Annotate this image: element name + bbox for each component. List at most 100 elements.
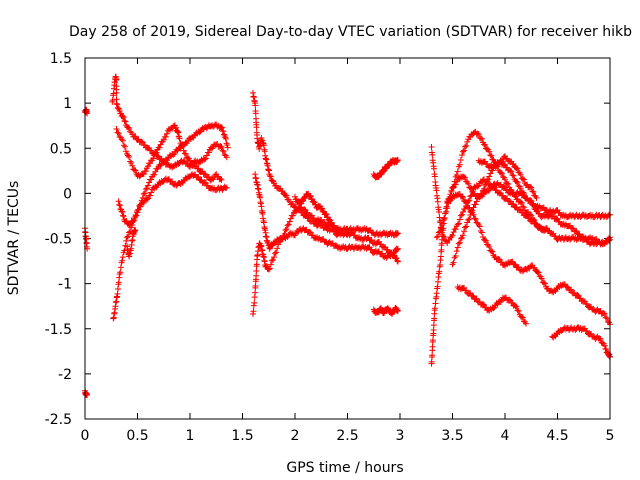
- data-point: [508, 187, 515, 194]
- data-point: [523, 320, 529, 327]
- data-point: [145, 182, 151, 189]
- data-point: [450, 259, 457, 266]
- x-axis-label: GPS time / hours: [286, 460, 403, 476]
- data-point: [150, 155, 157, 162]
- series-arc-22: [449, 159, 613, 268]
- data-point: [444, 240, 451, 247]
- data-point: [478, 229, 485, 236]
- data-point: [462, 143, 469, 150]
- data-point: [454, 244, 461, 251]
- data-point: [169, 178, 176, 185]
- data-point: [464, 138, 471, 145]
- data-point: [553, 331, 560, 338]
- data-point: [326, 216, 333, 223]
- x-tick-label: 0.5: [126, 428, 148, 444]
- data-point: [511, 261, 518, 268]
- data-point: [272, 250, 279, 257]
- data-point: [282, 227, 289, 234]
- data-point: [530, 202, 537, 209]
- data-point: [460, 194, 466, 201]
- data-point: [513, 178, 520, 185]
- data-point: [393, 231, 400, 238]
- data-point: [126, 229, 133, 236]
- data-point: [119, 209, 126, 216]
- data-point: [152, 168, 159, 175]
- data-point: [528, 184, 535, 191]
- data-point: [519, 175, 526, 182]
- data-point: [433, 234, 440, 241]
- data-point: [201, 156, 208, 163]
- series-arc-5: [110, 171, 230, 322]
- series-arc-18: [444, 190, 613, 328]
- data-point: [269, 256, 276, 263]
- y-tick-label: 0: [63, 186, 72, 202]
- data-point: [223, 154, 230, 161]
- data-point: [469, 207, 476, 214]
- data-point: [336, 227, 343, 234]
- data-point: [486, 173, 493, 180]
- data-point: [540, 279, 547, 286]
- data-point: [394, 245, 401, 252]
- data-point: [122, 148, 129, 155]
- data-point: [113, 89, 120, 96]
- data-point: [223, 140, 230, 147]
- data-point: [515, 308, 522, 315]
- data-point: [127, 228, 134, 235]
- data-point: [520, 190, 527, 197]
- data-point: [224, 141, 231, 148]
- data-point: [473, 198, 480, 205]
- series-arc-19: [454, 283, 529, 327]
- data-point: [535, 269, 542, 276]
- data-point: [458, 193, 465, 200]
- data-point: [486, 148, 493, 155]
- data-point: [147, 192, 154, 199]
- series-arc-20: [549, 324, 613, 361]
- data-point: [466, 197, 473, 204]
- data-point: [481, 141, 487, 148]
- data-point: [120, 114, 127, 121]
- data-point: [450, 229, 457, 236]
- data-point: [529, 201, 536, 208]
- plot-frame: [84, 57, 611, 420]
- data-point: [151, 171, 158, 178]
- data-point: [118, 208, 125, 215]
- data-point: [462, 224, 469, 231]
- data-point: [504, 180, 511, 187]
- data-point: [448, 188, 455, 195]
- data-point: [519, 203, 526, 210]
- data-point: [465, 180, 472, 187]
- data-point: [478, 190, 485, 197]
- y-tick-label: -1.5: [45, 322, 72, 338]
- data-point: [534, 268, 541, 275]
- data-point: [250, 308, 257, 315]
- data-point: [519, 314, 526, 321]
- data-point: [310, 215, 317, 222]
- data-point: [510, 172, 517, 179]
- data-point: [134, 207, 141, 214]
- x-tick-label: 2: [291, 428, 300, 444]
- data-point: [506, 197, 513, 204]
- data-point: [117, 264, 124, 271]
- data-point: [475, 131, 482, 138]
- data-point: [472, 215, 479, 222]
- data-point: [463, 142, 470, 149]
- data-point: [119, 113, 126, 120]
- y-tick-label: -0.5: [45, 232, 72, 248]
- data-point: [563, 283, 570, 290]
- x-tick-label: 1: [186, 428, 195, 444]
- series-arc-3: [82, 387, 91, 399]
- data-point: [219, 124, 226, 131]
- data-point: [600, 310, 607, 317]
- data-point: [500, 183, 507, 190]
- data-point: [301, 206, 308, 213]
- data-point: [284, 222, 291, 229]
- data-point: [457, 156, 464, 163]
- data-point: [182, 150, 189, 157]
- data-point: [286, 218, 293, 225]
- x-tick-label: 5: [606, 428, 615, 444]
- data-point: [282, 192, 289, 199]
- data-points: [82, 73, 613, 399]
- data-point: [131, 215, 138, 222]
- data-point: [222, 135, 229, 142]
- data-point: [130, 218, 137, 225]
